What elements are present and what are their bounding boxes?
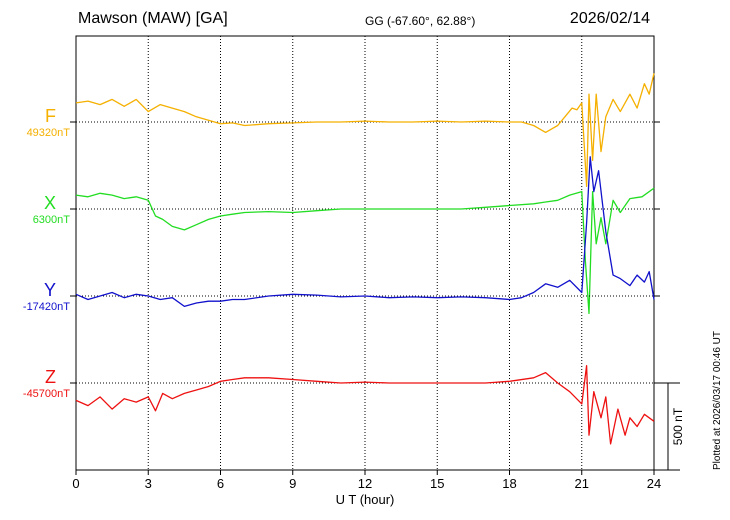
component-name: Y — [43, 280, 56, 300]
geographic-coordinates: GG (-67.60°, 62.88°) — [365, 14, 476, 28]
component-label-z: Z -45700nT — [0, 367, 70, 400]
series-line-y — [75, 156, 655, 308]
x-tick-label: 12 — [358, 476, 372, 491]
plotted-timestamp: Plotted at 2026/03/17 00:46 UT — [712, 331, 723, 470]
component-baseline: 6300nT — [32, 214, 70, 226]
component-label-y: Y -17420nT — [0, 280, 70, 313]
scale-bar-label: 500 nT — [671, 407, 685, 445]
x-tick-label: 18 — [502, 476, 516, 491]
x-axis-label: U T (hour) — [336, 492, 395, 507]
component-name: Z — [45, 367, 56, 387]
component-label-x: X 6300nT — [0, 193, 70, 226]
x-tick-label: 0 — [72, 476, 79, 491]
x-tick-label: 24 — [647, 476, 661, 491]
x-tick-label: 9 — [289, 476, 296, 491]
component-name: F — [45, 106, 56, 126]
component-label-f: F 49320nT — [0, 106, 70, 139]
x-tick-label: 15 — [430, 476, 444, 491]
series-line-f — [75, 73, 655, 188]
x-tick-label: 21 — [575, 476, 589, 491]
component-baseline: 49320nT — [26, 127, 70, 139]
station-title: Mawson (MAW) [GA] — [78, 10, 228, 27]
series-line-z — [75, 364, 655, 445]
x-tick-label: 6 — [217, 476, 224, 491]
component-baseline: -45700nT — [22, 388, 70, 400]
x-tick-label: 3 — [145, 476, 152, 491]
component-baseline: -17420nT — [22, 301, 70, 313]
component-name: X — [43, 193, 56, 213]
observation-date: 2026/02/14 — [569, 10, 650, 27]
series-line-x — [75, 187, 655, 315]
